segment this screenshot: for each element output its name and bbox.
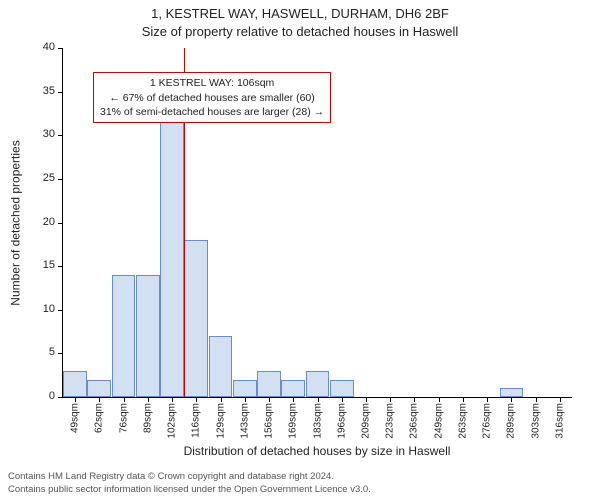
histogram-bar xyxy=(112,275,136,397)
x-axis-label: Distribution of detached houses by size … xyxy=(62,444,572,458)
histogram-bar xyxy=(306,371,330,397)
y-axis-label: Number of detached properties xyxy=(8,48,24,398)
histogram-bar xyxy=(136,275,160,397)
histogram-bar xyxy=(500,388,524,397)
annotation-line: 1 KESTREL WAY: 106sqm xyxy=(100,76,324,90)
annotation-line: 31% of semi-detached houses are larger (… xyxy=(100,105,324,119)
chart-title: Size of property relative to detached ho… xyxy=(0,24,600,39)
histogram-bar xyxy=(209,336,233,397)
histogram-bar xyxy=(184,240,208,397)
histogram-bar xyxy=(160,83,184,397)
annotation-line: ← 67% of detached houses are smaller (60… xyxy=(100,91,324,105)
attribution-footer: Contains HM Land Registry data © Crown c… xyxy=(8,471,592,496)
plot-area: 051015202530354049sqm62sqm76sqm89sqm102s… xyxy=(62,48,572,398)
histogram-bar xyxy=(330,380,354,397)
histogram-bar xyxy=(281,380,305,397)
annotation-box: 1 KESTREL WAY: 106sqm← 67% of detached h… xyxy=(93,72,331,123)
histogram-bar xyxy=(233,380,257,397)
histogram-bar xyxy=(63,371,87,397)
histogram-bar xyxy=(257,371,281,397)
footer-line-2: Contains public sector information licen… xyxy=(8,484,592,496)
footer-line-1: Contains HM Land Registry data © Crown c… xyxy=(8,471,592,483)
histogram-bar xyxy=(87,380,111,397)
chart-supertitle: 1, KESTREL WAY, HASWELL, DURHAM, DH6 2BF xyxy=(0,6,600,21)
